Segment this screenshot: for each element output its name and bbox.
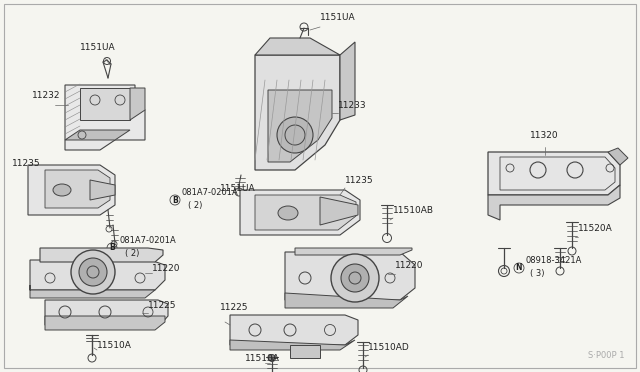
Text: 11510A: 11510A [245,354,280,363]
Text: 1151UA: 1151UA [320,13,356,22]
Text: ( 2): ( 2) [188,201,202,210]
Circle shape [331,254,379,302]
Polygon shape [90,180,115,200]
Text: 1151UA: 1151UA [80,43,116,52]
Polygon shape [230,340,355,350]
Polygon shape [80,88,130,120]
Circle shape [277,117,313,153]
Text: 11510AD: 11510AD [368,343,410,352]
Text: 11320: 11320 [530,131,559,140]
Text: 11235: 11235 [345,176,374,185]
Text: 11220: 11220 [395,261,424,270]
Text: ( 3): ( 3) [530,269,545,278]
Polygon shape [268,90,332,162]
Polygon shape [45,170,110,208]
Text: 081A7-0201A: 081A7-0201A [119,236,176,245]
Polygon shape [285,293,408,308]
Text: 11232: 11232 [32,91,61,100]
Polygon shape [45,300,168,325]
Polygon shape [45,316,165,330]
Text: 11225: 11225 [220,303,248,312]
Polygon shape [608,148,628,165]
Text: 08918-3421A: 08918-3421A [526,256,582,265]
Polygon shape [130,88,145,120]
Text: 081A7-0201A: 081A7-0201A [182,188,239,197]
Polygon shape [255,38,340,55]
Text: 11220: 11220 [152,264,180,273]
Ellipse shape [278,206,298,220]
Polygon shape [30,285,155,298]
Text: 11225: 11225 [148,301,177,310]
Text: 1151UA: 1151UA [220,184,255,193]
Text: 11520A: 11520A [578,224,612,233]
Text: B: B [109,244,115,253]
Circle shape [79,258,107,286]
Polygon shape [40,248,163,262]
Text: B: B [172,196,178,205]
Polygon shape [255,55,340,170]
Polygon shape [488,152,620,195]
Text: 11510A: 11510A [97,341,132,350]
Polygon shape [295,248,412,255]
Text: S·P00P 1: S·P00P 1 [589,351,625,360]
Polygon shape [240,190,360,235]
Polygon shape [320,197,358,225]
Circle shape [341,264,369,292]
Text: 11510AB: 11510AB [393,206,434,215]
Circle shape [71,250,115,294]
Text: 11233: 11233 [338,101,367,110]
Polygon shape [488,185,620,220]
Polygon shape [340,42,355,120]
Polygon shape [28,165,115,215]
Polygon shape [255,195,356,230]
Polygon shape [30,260,165,290]
Polygon shape [290,345,320,358]
Polygon shape [65,85,145,150]
Polygon shape [230,315,358,345]
Text: N: N [516,263,522,273]
Polygon shape [285,252,415,300]
Circle shape [269,355,275,362]
Polygon shape [65,130,130,140]
Text: ( 2): ( 2) [125,249,140,258]
Text: 11235: 11235 [12,159,40,168]
Ellipse shape [53,184,71,196]
